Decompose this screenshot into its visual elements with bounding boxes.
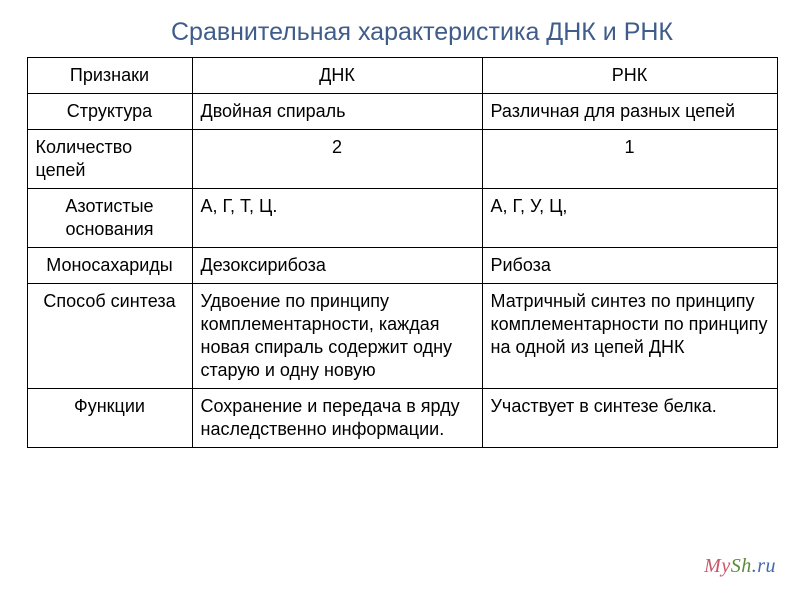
- row-label: Количество цепей: [27, 130, 192, 189]
- row-rnk: А, Г, У, Ц,: [482, 189, 777, 248]
- row-rnk: Участвует в синтезе белка.: [482, 389, 777, 448]
- table-row: Моносахариды Дезоксирибоза Рибоза: [27, 248, 777, 284]
- row-dnk: Двойная спираль: [192, 94, 482, 130]
- row-rnk: Рибоза: [482, 248, 777, 284]
- watermark: MySh.ru: [704, 555, 776, 578]
- table-row: Структура Двойная спираль Различная для …: [27, 94, 777, 130]
- row-rnk: 1: [482, 130, 777, 189]
- page-title: Сравнительная характеристика ДНК и РНК: [24, 18, 780, 47]
- row-label: Функции: [27, 389, 192, 448]
- comparison-table: Признаки ДНК РНК Структура Двойная спира…: [27, 57, 778, 448]
- watermark-part: Sh: [731, 555, 752, 577]
- row-rnk: Матричный синтез по принципу комплемента…: [482, 284, 777, 389]
- row-dnk: Сохранение и передача в ярду наследствен…: [192, 389, 482, 448]
- table-row: Функции Сохранение и передача в ярду нас…: [27, 389, 777, 448]
- row-label: Моносахариды: [27, 248, 192, 284]
- row-dnk: А, Г, Т, Ц.: [192, 189, 482, 248]
- row-label: Структура: [27, 94, 192, 130]
- row-rnk: Различная для разных цепей: [482, 94, 777, 130]
- row-label: Способ синтеза: [27, 284, 192, 389]
- row-label: Азотистые основания: [27, 189, 192, 248]
- header-col-feature: Признаки: [27, 58, 192, 94]
- table-header-row: Признаки ДНК РНК: [27, 58, 777, 94]
- watermark-part: My: [704, 555, 731, 577]
- row-dnk: 2: [192, 130, 482, 189]
- row-dnk: Удвоение по принципу комплементарности, …: [192, 284, 482, 389]
- header-col-dnk: ДНК: [192, 58, 482, 94]
- page-container: Сравнительная характеристика ДНК и РНК П…: [0, 0, 800, 600]
- table-row: Способ синтеза Удвоение по принципу комп…: [27, 284, 777, 389]
- table-row: Количество цепей 2 1: [27, 130, 777, 189]
- header-col-rnk: РНК: [482, 58, 777, 94]
- watermark-part: .ru: [752, 555, 776, 577]
- row-dnk: Дезоксирибоза: [192, 248, 482, 284]
- table-row: Азотистые основания А, Г, Т, Ц. А, Г, У,…: [27, 189, 777, 248]
